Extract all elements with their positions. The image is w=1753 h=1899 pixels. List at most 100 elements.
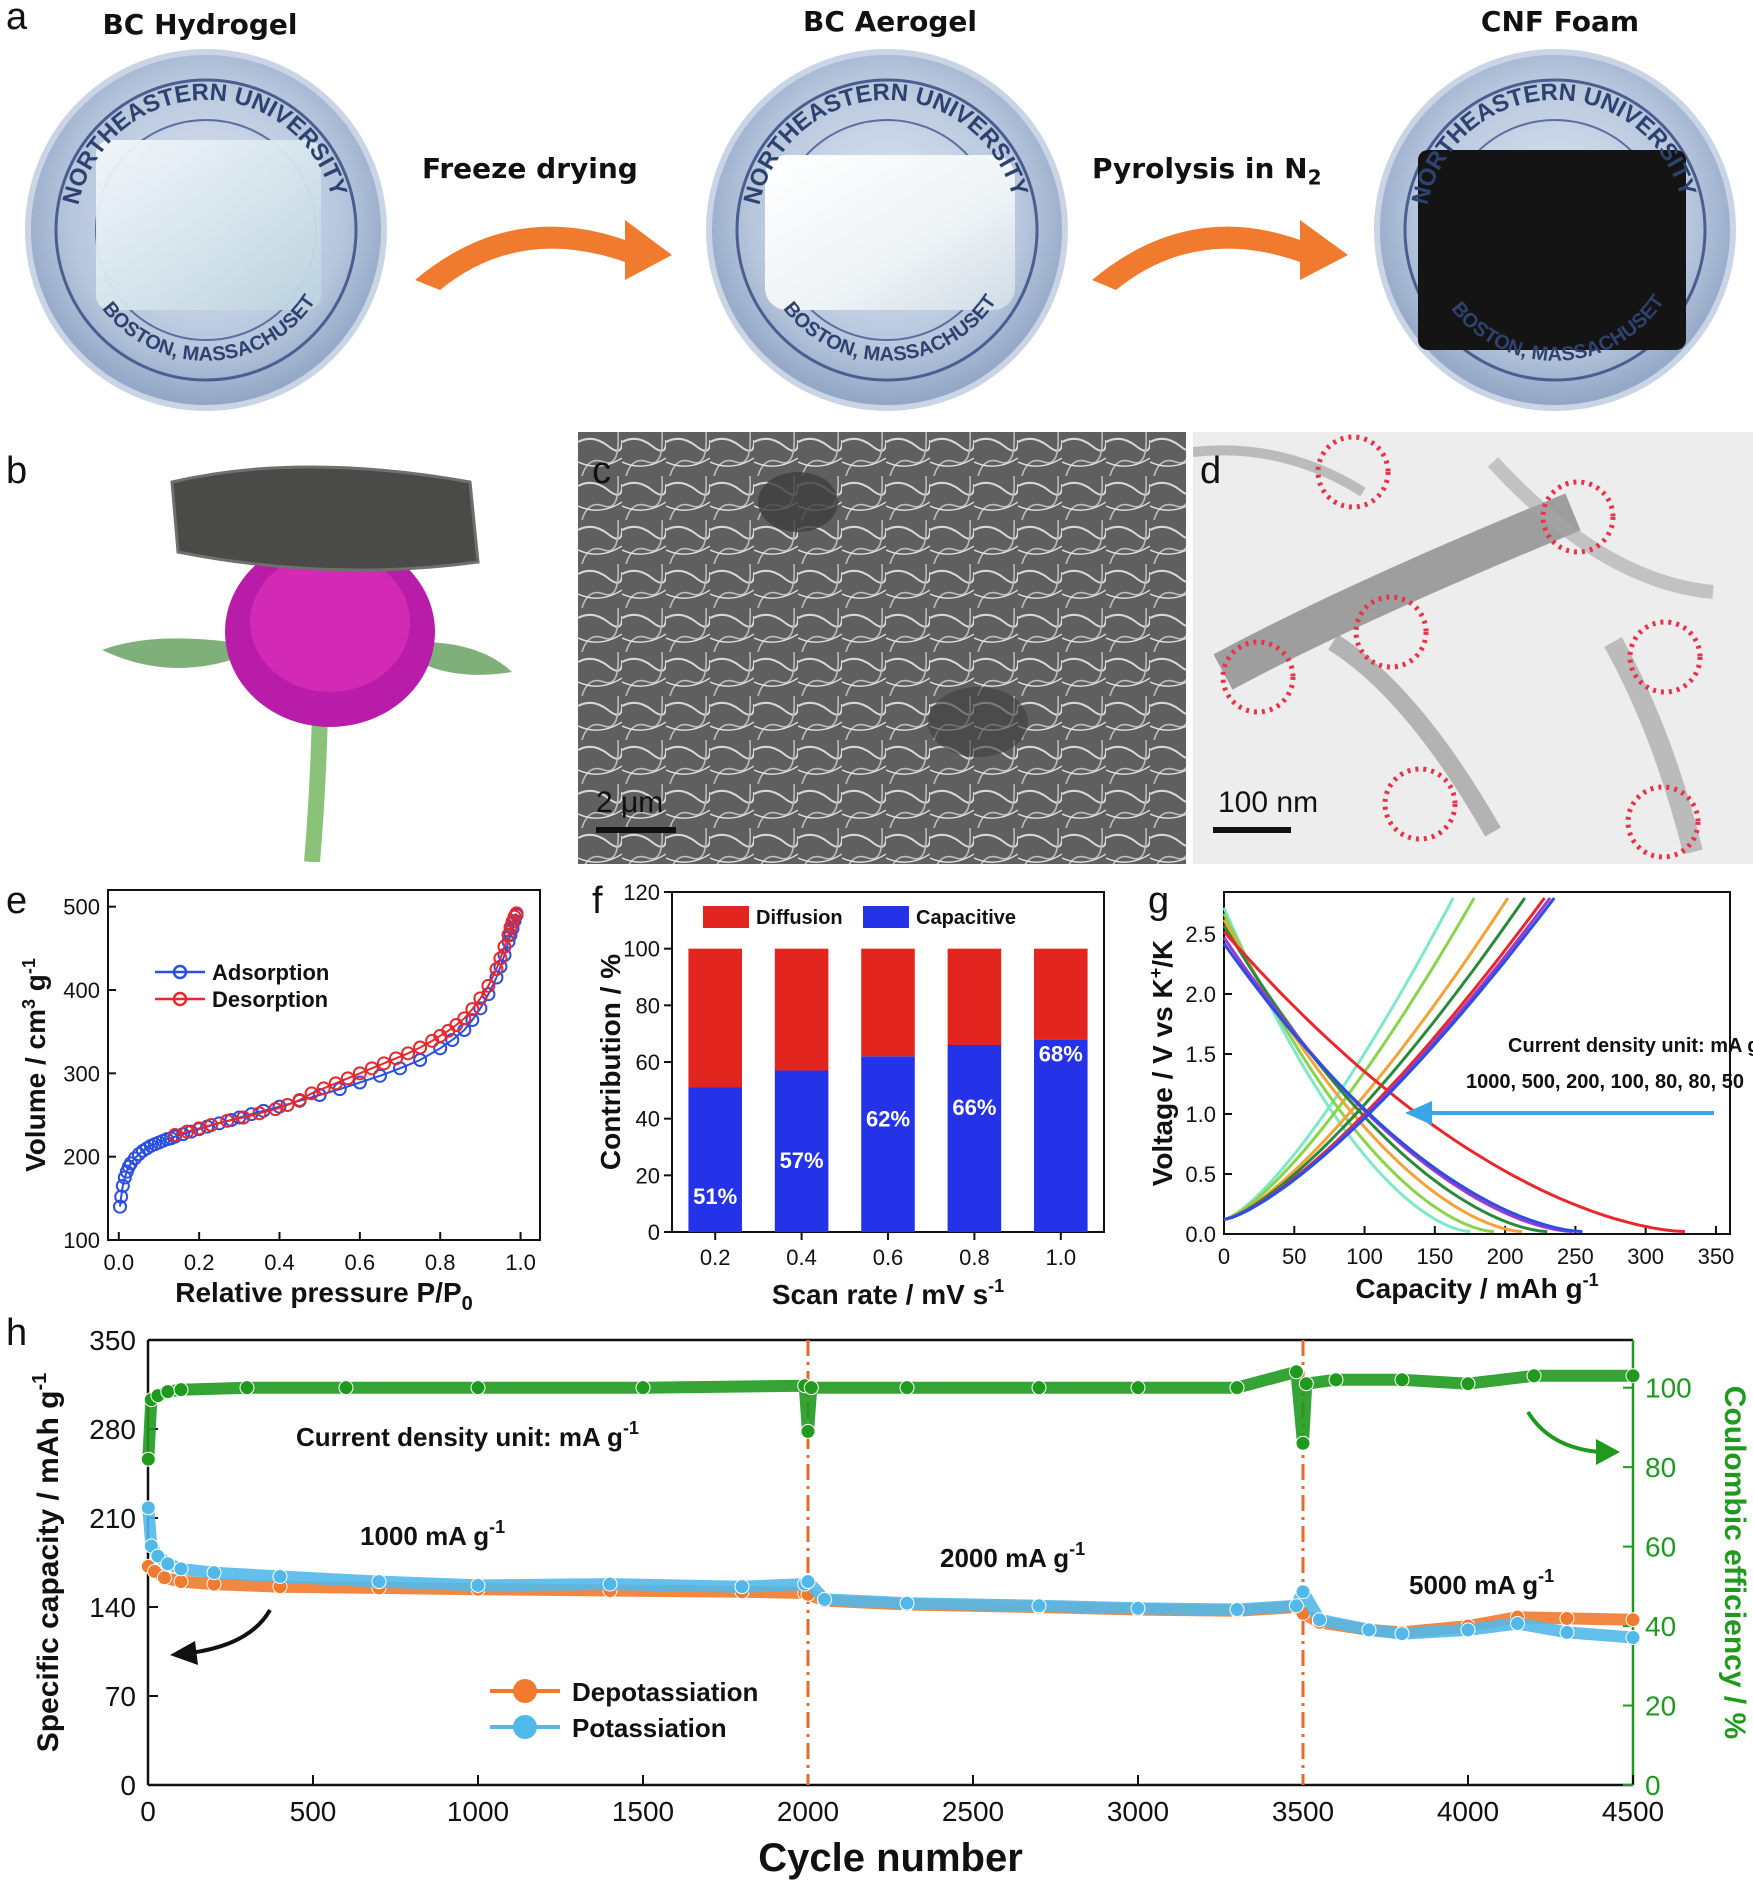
data-point-desorption [413,1040,428,1055]
x-tick-label-h: 4000 [1437,1796,1499,1827]
x-tick-label-h: 3500 [1272,1796,1334,1827]
defect-circle [1625,784,1701,860]
data-point-coulombic-efficiency [173,1382,189,1398]
flower-leaf-left [102,638,240,668]
data-point-coulombic-efficiency [1295,1435,1311,1451]
y-tick-label-e: 400 [63,978,100,1003]
legend-label-adsorption: Adsorption [212,960,329,985]
x-axis-label-sup-f: -1 [988,1276,1004,1296]
defect-circle [1627,619,1703,695]
legend-swatch-capacitive [863,906,909,928]
seal-hydrogel [25,49,387,411]
legend-marker-adsorption [172,964,188,980]
seal-texts: NORTHEASTERN UNIVERSITY BOSTON, MASSACHU… [0,0,1701,366]
y-tick-label-f: 40 [636,1107,660,1132]
title-cnf-foam: CNF Foam [1480,5,1640,38]
data-point-adsorption [473,1001,488,1016]
panel-c-sem-image [578,432,1186,864]
data-point-desorption [352,1066,367,1081]
defect-circle [1382,766,1458,842]
y-tick-label-g: 2.0 [1185,982,1216,1007]
x-axis-label-g: Capacity / mAh g-1 [1355,1270,1598,1304]
data-point-desorption [316,1081,331,1096]
data-label-f: 66% [952,1095,996,1120]
plot-frame-g [1223,891,1731,1235]
data-point-desorption [481,978,496,993]
step-pyrolysis-main: Pyrolysis in N [1092,152,1308,185]
legend-marker-depotassiation [513,1679,537,1703]
scale-label-d: 100 nm [1218,786,1319,819]
data-point-potassiation [272,1568,288,1584]
data-point-potassiation [371,1574,387,1590]
x-tick-label-g: 0 [1218,1244,1230,1269]
data-point-coulombic-efficiency [239,1380,255,1396]
x-tick-label-g: 350 [1698,1244,1735,1269]
data-point-potassiation [1361,1622,1377,1638]
scale-bar-c [596,827,676,833]
step-pyrolysis-sub: 2 [1307,165,1322,190]
data-point-potassiation [1510,1616,1525,1632]
y-tick-label-e: 200 [63,1145,100,1170]
data-point-desorption [236,1110,251,1125]
discharge-curve [1222,942,1583,1234]
x-axis-label-f: Scan rate / mV s-1 [772,1276,1004,1310]
data-point-potassiation [206,1565,222,1581]
left-axis-pointer-arrow [189,1608,272,1655]
panel-letter-h: h [6,1312,28,1354]
panel-letter-f: f [592,880,603,922]
x-tick-label-e: 1.0 [505,1250,536,1275]
bar-diffusion [947,948,1002,1045]
y-tick-label-right-h: 100 [1645,1373,1692,1404]
legend-label-diffusion: Diffusion [756,907,843,929]
data-point-coulombic-efficiency [1328,1372,1344,1388]
data-point-adsorption [352,1075,367,1090]
data-point-desorption [292,1093,307,1107]
carbon-foam-block [170,465,480,572]
left-axis-pointer-arrowhead [170,1641,198,1665]
bar-diffusion [774,948,829,1071]
defect-circle [1540,479,1616,555]
y-axis-label-f: Contribution / % [595,954,626,1170]
data-point-adsorption [113,1199,128,1214]
data-point-potassiation [1295,1584,1311,1600]
x-tick-label-f: 0.6 [873,1245,904,1270]
x-tick-label-h: 2000 [777,1796,839,1827]
annotation-unit-sup-h: -1 [623,1418,639,1438]
data-point-depotassiation [1559,1610,1575,1626]
data-point-potassiation [173,1561,189,1577]
data-point-adsorption [127,1151,142,1166]
data-point-coulombic-efficiency [1394,1372,1410,1388]
aerogel-sample [765,155,1015,310]
data-point-desorption [304,1086,319,1101]
data-point-potassiation [1288,1598,1304,1614]
data-point-potassiation [150,1548,166,1564]
y-tick-label-e: 500 [63,895,100,920]
data-point-potassiation [899,1595,915,1611]
x-tick-label-h: 500 [290,1796,337,1827]
bar-capacitive [1034,1039,1088,1232]
legend-label-potassiation: Potassiation [572,1713,727,1743]
data-point-potassiation [1312,1612,1327,1628]
y-tick-label-f: 20 [636,1163,660,1188]
data-point-coulombic-efficiency [1130,1380,1146,1396]
plot-frame-e [107,889,541,1241]
y-tick-label-f: 60 [636,1050,660,1075]
x-tick-label-f: 1.0 [1046,1245,1077,1270]
annotation-rate3-sup-h: -1 [1538,1566,1554,1586]
data-point-adsorption [465,1013,480,1027]
data-point-depotassiation [157,1570,172,1586]
seal-aerogel [706,49,1068,411]
cnf-foam-sample [1418,150,1686,350]
panel-b-photo [102,465,512,862]
data-label-f: 68% [1039,1041,1083,1066]
data-point-potassiation [1229,1602,1245,1618]
data-point-coulombic-efficiency [338,1380,354,1396]
discharge-curve [1222,924,1548,1234]
data-point-desorption [168,1128,183,1142]
y-axis-label-right-h: Coulombic efficiency / % [1718,1386,1751,1739]
title-bc-hydrogel: BC Hydrogel [102,8,298,41]
data-label-f: 51% [693,1184,737,1209]
defect-circle [1353,594,1429,670]
y-tick-label-f: 120 [623,880,660,905]
